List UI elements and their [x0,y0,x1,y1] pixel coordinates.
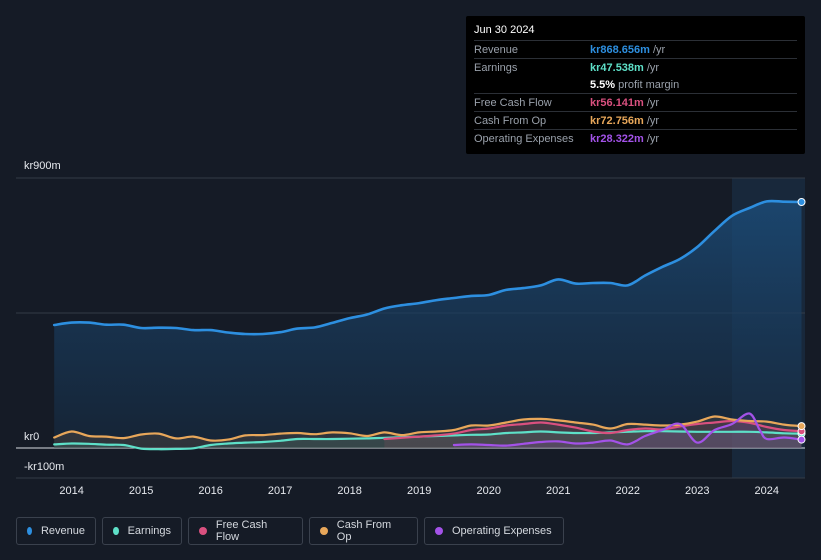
x-tick-label: 2019 [406,485,432,497]
legend-item-free-cash-flow[interactable]: Free Cash Flow [188,517,303,545]
x-tick-label: 2016 [198,485,223,497]
tooltip-date: Jun 30 2024 [474,24,535,36]
operating-expenses-line [452,412,803,447]
legend-label: Revenue [40,525,85,537]
tooltip-row-value: kr72.756m [590,114,644,127]
legend-dot-icon [27,527,32,535]
tooltip-row-unit: /yr [646,96,660,109]
free-cash-flow-line [383,419,803,441]
earnings-area [54,431,802,450]
tooltip-row: Revenue kr868.656m/yr [474,40,797,58]
legend-label: Earnings [127,525,171,537]
operating-expenses-end-marker [797,435,806,444]
free-cash-flow-area [384,420,802,448]
tooltip-row: Cash From Op kr72.756m/yr [474,111,797,129]
x-tick-label: 2015 [128,485,154,497]
legend-label: Cash From Op [336,519,392,543]
x-tick-label: 2023 [685,485,710,497]
legend-dot-icon [435,527,443,535]
x-tick-label: 2022 [615,485,640,497]
x-tick-label: 2024 [754,485,780,497]
operating-expenses-area [453,413,802,448]
legend-item-operating-expenses[interactable]: Operating Expenses [424,517,564,545]
tooltip-row-label: Revenue [474,43,519,56]
legend-dot-icon [320,527,328,535]
tooltip-row-label: Free Cash Flow [474,96,552,109]
legend-item-cash-from-op[interactable]: Cash From Op [309,517,418,545]
y-tick-label-top: kr900m [24,160,61,172]
y-tick-label-zero: kr0 [24,431,40,443]
tooltip-row-label: Cash From Op [474,114,547,127]
x-tick-label: 2017 [267,485,293,497]
x-tick-label: 2018 [337,485,362,497]
tooltip-row: 5.5% profit margin [474,76,797,93]
x-tick-label: 2014 [59,485,84,497]
legend-dot-icon [113,527,119,535]
tooltip-row: Operating Expenses kr28.322m/yr [474,129,797,147]
tooltip-row-label: Operating Expenses [474,132,574,145]
x-tick-label: 2020 [476,485,501,497]
tooltip-row-unit: /yr [646,114,660,127]
x-tick-label: 2021 [545,485,571,497]
tooltip-row: Free Cash Flow kr56.141m/yr [474,93,797,111]
tooltip-row-value: kr28.322m [590,132,644,145]
legend-dot-icon [199,527,207,535]
tooltip-row-label: Earnings [474,61,518,74]
tooltip-row-unit: profit margin [618,78,680,91]
tooltip-row-value: kr56.141m [590,96,644,109]
tooltip-row: Earnings kr47.538m/yr [474,58,797,76]
tooltip-row-value: 5.5% [590,78,616,91]
y-tick-label-bottom: -kr100m [24,461,65,473]
legend-item-revenue[interactable]: Revenue [16,517,96,545]
legend-label: Free Cash Flow [215,519,268,543]
revenue-line [52,199,803,336]
tooltip-row-value: kr47.538m [590,61,644,74]
tooltip-row-value: kr868.656m [590,43,650,56]
tooltip-row-unit: /yr [646,132,660,145]
legend-label: Operating Expenses [452,525,552,537]
revenue-end-marker [797,198,806,206]
legend-item-earnings[interactable]: Earnings [102,517,182,545]
tooltip: Jun 30 2024 Revenue kr868.656m/yr Earnings… [466,16,805,154]
revenue-area [54,200,802,448]
cash-from-op-end-marker [797,422,806,431]
tooltip-row-unit: /yr [652,43,666,56]
tooltip-row-unit: /yr [646,61,660,74]
